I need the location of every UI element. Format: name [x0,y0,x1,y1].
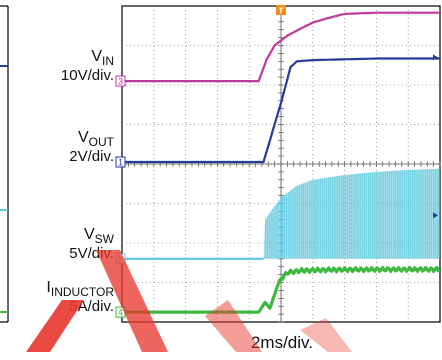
channel-number-iind: 4 [118,308,123,318]
trigger-marker-label: T [279,7,284,16]
channel-labels: VIN10V/div.VOUT2V/div.VSW5V/div.IINDUCTO… [46,48,114,315]
channel-scale-vout: 2V/div. [69,148,114,165]
channel-name-main: V [78,129,89,146]
adjacent-scope-panel [0,5,9,323]
channel-name-subscript: IN [102,54,114,68]
channel-name-subscript: OUT [89,135,115,149]
channel-marker-vout [115,156,126,168]
channel-number-vout: 1 [118,158,123,168]
trace-vsw-switching [265,168,440,259]
trigger-marker [276,5,286,15]
channel-marker-vin [115,75,126,87]
watermark-logo [26,250,352,352]
channel-name-subscript: INDUCTOR [51,285,114,299]
channel-number-vin: 3 [118,77,123,87]
waveform-traces [121,11,441,314]
channel-name-main: V [84,226,95,243]
trace-vin [122,11,440,83]
channel-name-iind: IINDUCTOR [46,279,114,299]
channel-name-vsw: VSW [84,226,115,246]
channel-name-main: V [91,48,102,65]
x-axis-scale-label: 2ms/div. [251,333,313,352]
channel-name-main: I [46,279,50,296]
trace-vout [122,57,440,164]
level-arrow-icon [433,54,438,61]
trace-iind [121,265,441,314]
channel-name-vin: VIN [91,48,114,68]
channel-scale-vin: 10V/div. [61,67,114,84]
channel-name-subscript: SW [95,232,115,246]
channel-name-vout: VOUT [78,129,115,149]
level-arrow-icon [433,212,438,219]
